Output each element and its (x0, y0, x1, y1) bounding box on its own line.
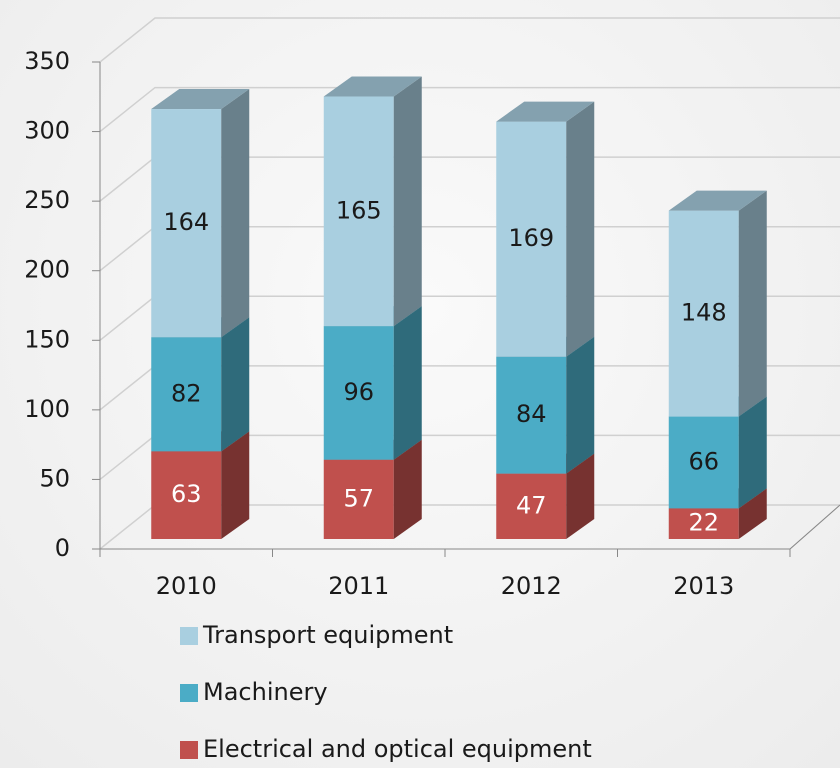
bar-front (496, 473, 567, 539)
floor-edge (789, 504, 840, 550)
bar-front (151, 451, 222, 539)
legend-label: Machinery (203, 678, 328, 706)
bar-front (323, 96, 394, 327)
y-tick-label: 250 (24, 186, 70, 214)
data-label: 82 (171, 379, 202, 407)
bar-side (393, 76, 422, 327)
y-tick-label: 200 (24, 256, 70, 284)
data-label: 47 (516, 491, 547, 519)
bar-side (738, 488, 767, 539)
data-label: 57 (343, 484, 374, 512)
data-label: 96 (343, 378, 374, 406)
bar-side (221, 317, 250, 452)
y-tick-label: 350 (24, 47, 70, 75)
bar-top (323, 76, 422, 97)
grid-line (99, 86, 840, 133)
bar-side (566, 453, 595, 539)
bar-side (393, 306, 422, 460)
y-tick-label: 50 (39, 464, 70, 492)
bar-front (496, 121, 567, 357)
data-label: 164 (163, 208, 209, 236)
bar-front (323, 459, 394, 539)
data-label: 66 (688, 447, 719, 475)
legend-label: Transport equipment (202, 621, 453, 649)
data-label: 84 (516, 400, 547, 428)
legend-swatch (180, 684, 198, 702)
bar-top (496, 101, 595, 122)
x-tick-label: 2010 (156, 572, 217, 600)
bar-front (668, 416, 739, 509)
bar-front (151, 337, 222, 452)
y-tick-label: 300 (24, 117, 70, 145)
grid-line (99, 17, 840, 63)
bar-side (738, 396, 767, 509)
y-tick-label: 0 (55, 534, 70, 562)
bar-front (323, 326, 394, 460)
data-label: 63 (171, 480, 202, 508)
x-tick-label: 2013 (673, 572, 734, 600)
bar-front (668, 210, 739, 417)
bar-side (221, 431, 250, 539)
bar-side (566, 101, 595, 357)
x-tick-label: 2011 (328, 572, 389, 600)
legend-swatch (180, 627, 198, 645)
data-label: 169 (508, 224, 554, 252)
y-tick-label: 150 (24, 325, 70, 353)
bar-front (151, 109, 222, 338)
bar-side (738, 190, 767, 417)
bar-front (668, 508, 739, 539)
bar-top (668, 190, 767, 211)
bar-side (393, 439, 422, 539)
bar-front (496, 356, 567, 474)
legend-swatch (180, 741, 198, 759)
y-tick-label: 100 (24, 395, 70, 423)
data-label: 22 (688, 509, 719, 537)
bar-top (151, 89, 250, 110)
data-label: 148 (681, 299, 727, 327)
bar-side (566, 336, 595, 474)
bar-side (221, 89, 250, 338)
x-tick-label: 2012 (501, 572, 562, 600)
data-label: 165 (336, 196, 382, 224)
legend-label: Electrical and optical equipment (203, 735, 592, 763)
